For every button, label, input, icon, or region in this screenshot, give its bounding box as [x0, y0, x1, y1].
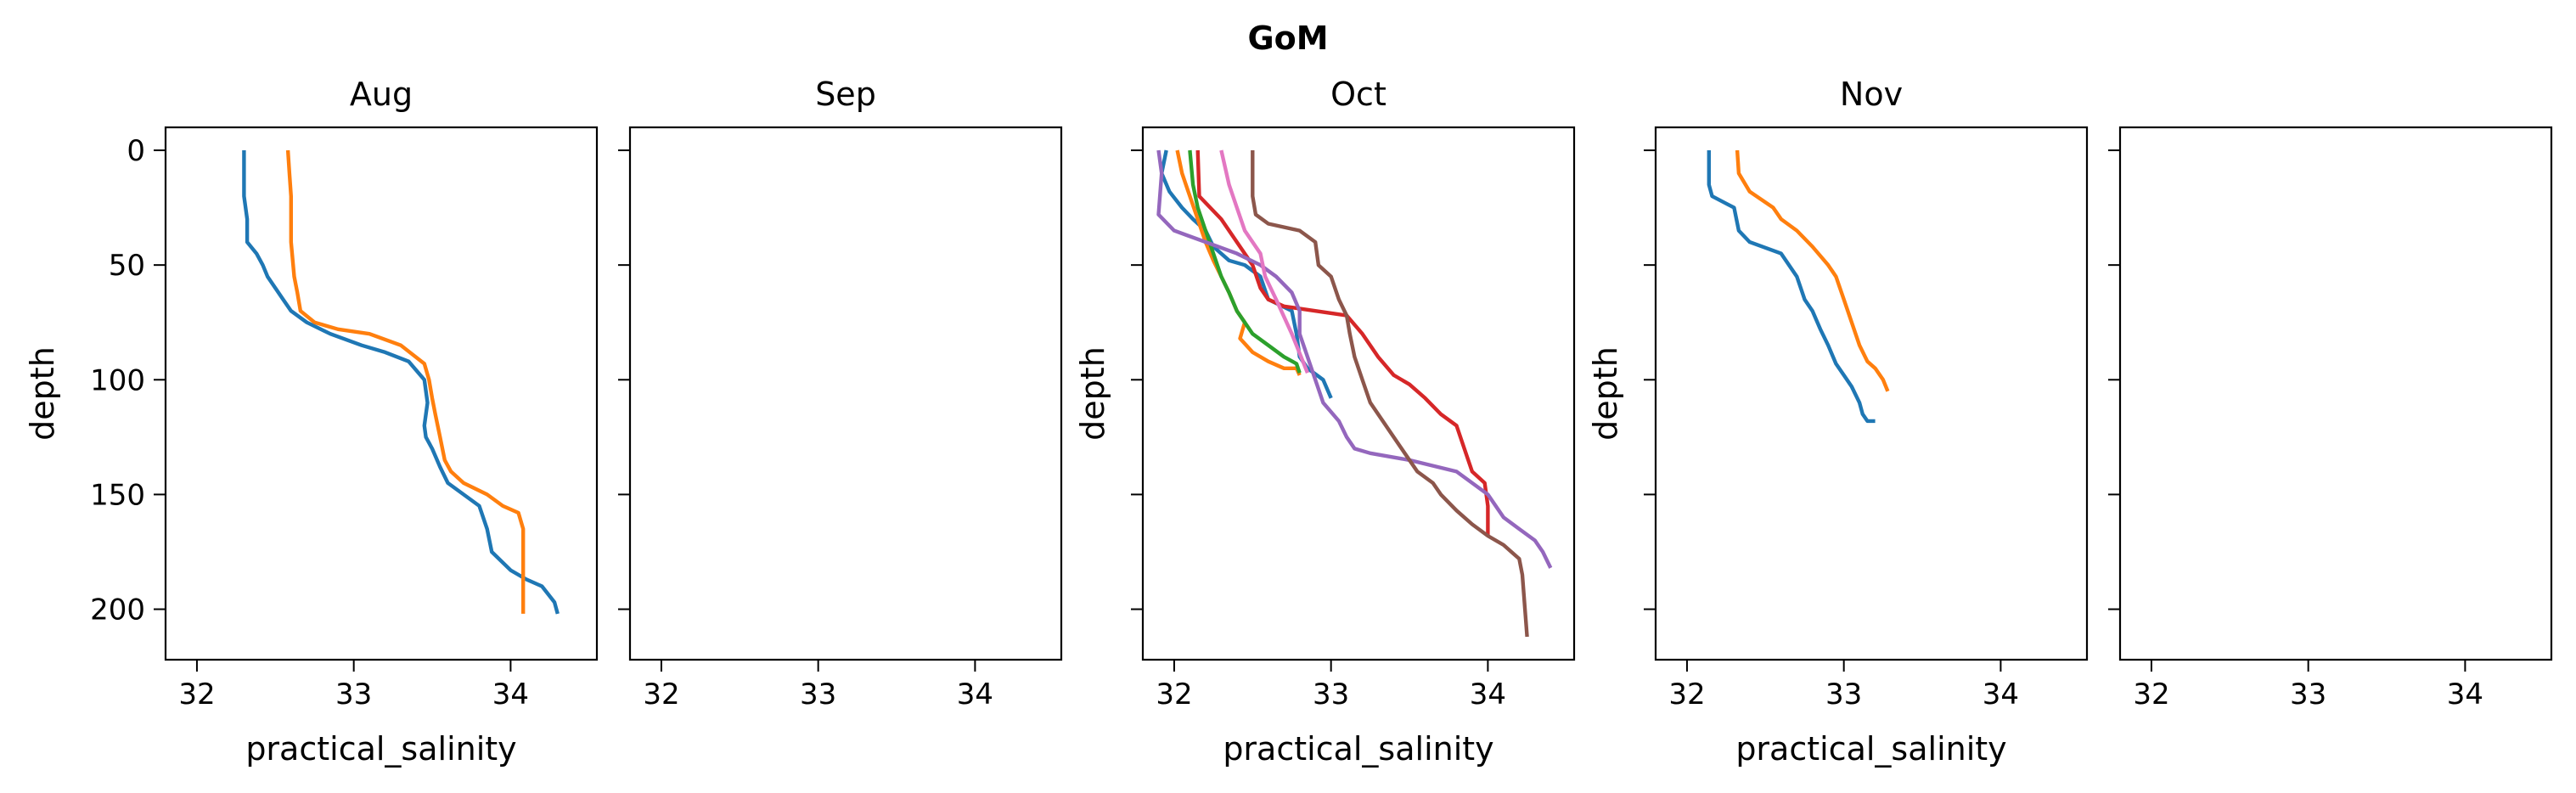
series-line-3: [1188, 149, 1302, 374]
y-axis-label: depth: [24, 346, 61, 441]
y-axis-label: depth: [1074, 346, 1111, 441]
series-group: [1707, 149, 1890, 424]
panel-title: Nov: [1840, 76, 1903, 113]
series-line-7: [1219, 149, 1310, 374]
y-tick-label: 150: [90, 478, 145, 512]
series-group: [242, 149, 560, 615]
x-tick-label: 34: [2447, 678, 2483, 711]
panel-1: 32 33 34 0 50 100 150 200 Aug practical_salinity d…: [24, 76, 599, 768]
x-tick-label: 33: [1825, 678, 1862, 711]
y-tick-label: 50: [109, 249, 145, 283]
panel-title: Oct: [1330, 76, 1386, 113]
x-tick-label: 33: [800, 678, 836, 711]
axes-frame: [628, 126, 1063, 661]
x-tick-label: 34: [1470, 678, 1506, 711]
x-tick-label: 34: [957, 678, 993, 711]
x-tick-label: 32: [1668, 678, 1705, 711]
series-line-2: [285, 149, 526, 614]
panel-2: 32 33 34 Sep: [618, 76, 1063, 711]
series-line-4: [1195, 149, 1490, 537]
panel-3: 32 33 34 Oct practical_salinity depth: [1074, 76, 1576, 768]
panel-title: Sep: [815, 76, 876, 113]
x-tick-label: 34: [492, 678, 529, 711]
series-line-1: [242, 150, 560, 615]
x-axis-label: practical_salinity: [1735, 730, 2006, 768]
x-tick-label: 34: [1983, 678, 2019, 711]
axes-frame: [1654, 126, 2089, 661]
x-tick-label: 32: [2133, 678, 2169, 711]
axes-frame: [1141, 126, 1576, 661]
y-tick-label: 0: [127, 134, 145, 168]
series-line-5: [1156, 149, 1553, 569]
y-axis-label: depth: [1587, 346, 1624, 441]
panel-4: 32 33 34 Nov practical_salinity depth: [1587, 76, 2089, 768]
series-line-6: [1251, 150, 1529, 638]
y-tick-label: 100: [90, 363, 145, 397]
x-tick-label: 33: [335, 678, 372, 711]
x-tick-label: 33: [1313, 678, 1349, 711]
x-tick-label: 32: [1156, 678, 1192, 711]
series-group: [1156, 149, 1553, 638]
x-axis-label: practical_salinity: [245, 730, 516, 768]
axes-frame: [2118, 126, 2553, 661]
panel-title: Aug: [350, 76, 413, 113]
series-line-2: [1735, 149, 1890, 392]
x-tick-label: 32: [643, 678, 679, 711]
x-tick-label: 33: [2290, 678, 2326, 711]
figure-suptitle: GoM: [1247, 20, 1328, 57]
x-axis-label: practical_salinity: [1223, 730, 1493, 768]
x-tick-label: 32: [178, 678, 215, 711]
y-tick-label: 200: [90, 593, 145, 627]
panel-5: 32 33 34: [2108, 126, 2553, 711]
axes-frame: [164, 126, 599, 661]
series-line-1: [1707, 150, 1876, 424]
